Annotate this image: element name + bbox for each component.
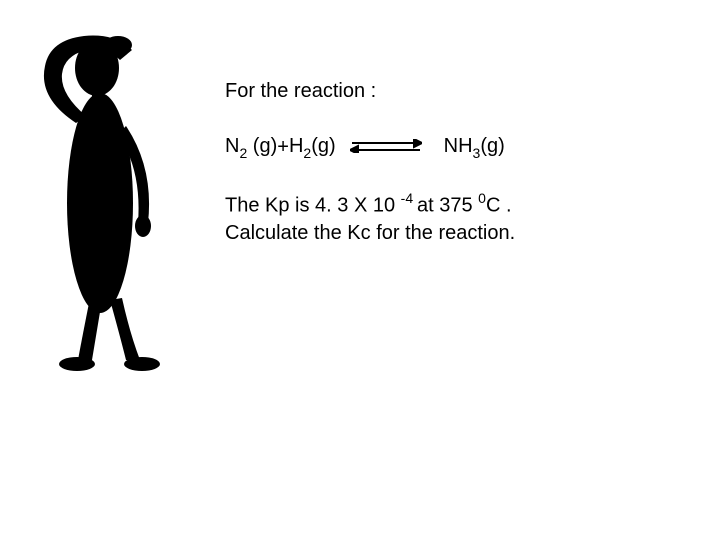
kp-text-b: at 375 xyxy=(417,195,478,217)
intro-line: For the reaction : xyxy=(225,78,515,105)
nh-sub: 3 xyxy=(473,145,481,161)
reactant-2: H2(g) xyxy=(289,133,336,162)
phase-2: (g) xyxy=(311,135,335,157)
slide: For the reaction : N2 (g) + H2(g) xyxy=(0,0,720,540)
n-base: N xyxy=(225,135,239,157)
phase-3: (g) xyxy=(480,135,504,157)
h-sub: 2 xyxy=(303,145,311,161)
n-sub: 2 xyxy=(239,145,247,161)
product: NH3(g) xyxy=(444,133,505,162)
thinking-figure-clipart xyxy=(20,28,195,373)
slide-text-block: For the reaction : N2 (g) + H2(g) xyxy=(225,78,515,247)
calc-text: Calculate the Kc for the reaction. xyxy=(225,222,515,244)
kp-text-a: The Kp is 4. 3 X 10 xyxy=(225,195,401,217)
plus-sign: + xyxy=(277,134,289,161)
reactant-1: N2 (g) xyxy=(225,133,277,162)
equation-line: N2 (g) + H2(g) xyxy=(225,133,515,162)
intro-text: For the reaction : xyxy=(225,80,376,102)
phase-1: (g) xyxy=(247,135,277,157)
equilibrium-arrow xyxy=(350,134,422,161)
calc-line: Calculate the Kc for the reaction. xyxy=(225,220,515,247)
kp-exp: -4 xyxy=(401,190,417,206)
deg-sup: 0 xyxy=(478,190,486,206)
h-base: H xyxy=(289,135,303,157)
kp-text-c: C . xyxy=(486,195,512,217)
kp-line: The Kp is 4. 3 X 10 -4 at 375 0C . xyxy=(225,190,515,220)
nh-base: NH xyxy=(444,135,473,157)
